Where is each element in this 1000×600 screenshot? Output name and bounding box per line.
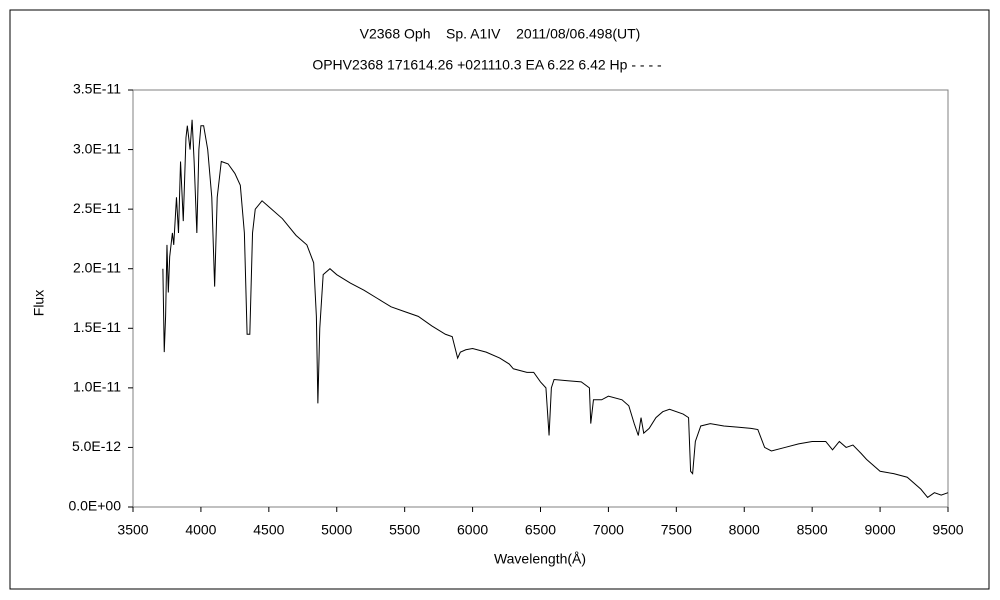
y-tick-label: 2.5E-11 xyxy=(73,200,121,216)
y-tick-label: 3.5E-11 xyxy=(73,81,121,97)
plot-area xyxy=(132,89,949,508)
spectrum-line xyxy=(162,119,949,499)
y-tick-label: 1.5E-11 xyxy=(73,319,121,335)
x-tick-label: 7000 xyxy=(593,522,624,538)
chart-title: V2368 Oph Sp. A1IV 2011/08/06.498(UT) xyxy=(360,26,641,42)
x-tick-label: 6500 xyxy=(525,522,556,538)
x-tick-label: 5000 xyxy=(321,522,352,538)
x-tick-label: 6000 xyxy=(457,522,488,538)
y-tick-label: 3.0E-11 xyxy=(73,140,121,156)
x-tick-label: 4000 xyxy=(185,522,216,538)
y-tick-label: 5.0E-12 xyxy=(72,438,121,454)
x-tick-label: 7500 xyxy=(661,522,692,538)
x-tick-label: 3500 xyxy=(117,522,148,538)
x-tick-label: 9500 xyxy=(932,522,963,538)
y-tick-label: 0.0E+00 xyxy=(68,498,121,514)
x-tick-label: 8000 xyxy=(729,522,760,538)
y-tick-label: 1.0E-11 xyxy=(73,379,121,395)
x-axis-label: Wavelength(Å) xyxy=(494,551,586,567)
x-tick-label: 5500 xyxy=(389,522,420,538)
y-tick-label: 2.0E-11 xyxy=(73,259,121,275)
chart-subtitle: OPHV2368 171614.26 +021110.3 EA 6.22 6.4… xyxy=(312,57,662,73)
y-axis-label: Flux xyxy=(31,290,47,316)
x-tick-label: 9000 xyxy=(865,522,896,538)
x-tick-label: 4500 xyxy=(253,522,284,538)
x-tick-label: 8500 xyxy=(797,522,828,538)
